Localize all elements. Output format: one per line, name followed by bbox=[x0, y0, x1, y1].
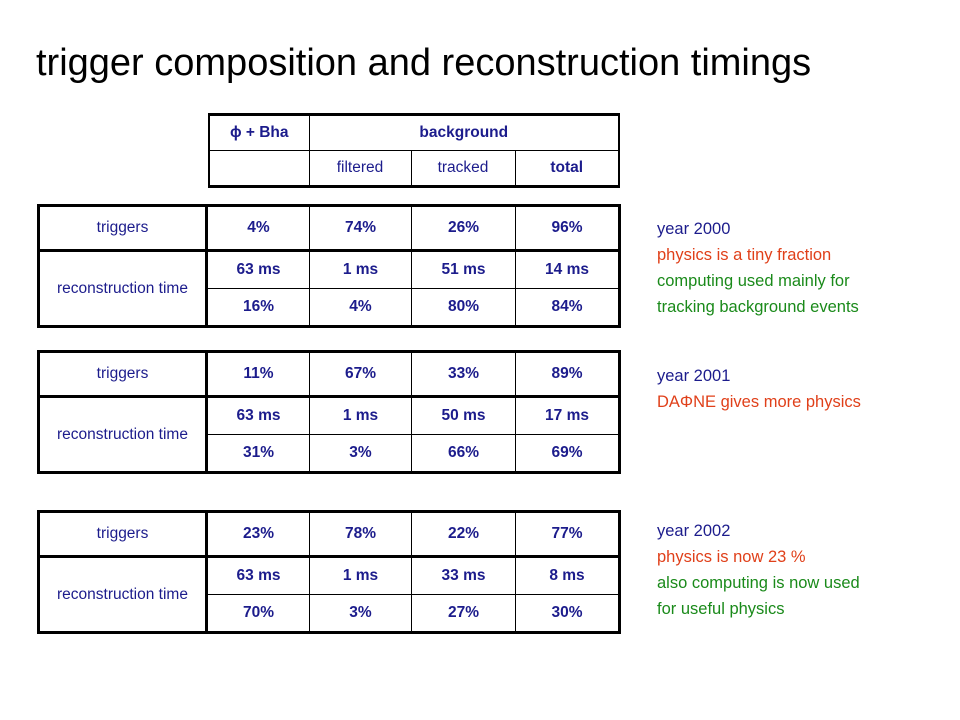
reco-time-value: 8 ms bbox=[515, 556, 620, 595]
reconstruction-label: reconstruction time bbox=[38, 250, 208, 327]
reco-time-value: 63 ms bbox=[206, 556, 310, 595]
note-year: year 2000 bbox=[657, 220, 731, 238]
reco-fraction-value: 16% bbox=[206, 288, 310, 327]
note-line: computing used mainly for bbox=[657, 272, 850, 290]
reco-time-value: 63 ms bbox=[206, 250, 310, 289]
header-filtered: filtered bbox=[308, 150, 412, 187]
triggers-label: triggers bbox=[38, 511, 208, 558]
reco-fraction-value: 66% bbox=[411, 434, 516, 473]
note-line: tracking background events bbox=[657, 298, 859, 316]
reconstruction-label: reconstruction time bbox=[38, 556, 208, 633]
header-tracked: tracked bbox=[410, 150, 516, 187]
trigger-value: 4% bbox=[206, 205, 310, 252]
header-empty-cell bbox=[208, 150, 310, 187]
trigger-value: 11% bbox=[206, 351, 310, 398]
triggers-label: triggers bbox=[38, 351, 208, 398]
trigger-value: 89% bbox=[515, 351, 620, 398]
reco-time-value: 50 ms bbox=[411, 396, 516, 435]
page-title: trigger composition and reconstruction t… bbox=[36, 42, 812, 84]
trigger-value: 78% bbox=[309, 511, 412, 558]
trigger-value: 22% bbox=[411, 511, 516, 558]
reco-time-value: 33 ms bbox=[411, 556, 516, 595]
note-year-2002: year 2002 physics is now 23 % also compu… bbox=[657, 518, 860, 622]
reco-time-value: 63 ms bbox=[206, 396, 310, 435]
header-total: total bbox=[514, 150, 620, 187]
reco-fraction-value: 3% bbox=[309, 434, 412, 473]
header-phi-bha: ϕ + Bha bbox=[208, 114, 310, 151]
reco-time-value: 51 ms bbox=[411, 250, 516, 289]
reco-time-value: 17 ms bbox=[515, 396, 620, 435]
reco-time-value: 14 ms bbox=[515, 250, 620, 289]
table-year-2001: triggers 11% 67% 33% 89% reconstruction … bbox=[37, 350, 621, 474]
note-year: year 2002 bbox=[657, 522, 731, 540]
reco-fraction-value: 80% bbox=[411, 288, 516, 327]
trigger-value: 77% bbox=[515, 511, 620, 558]
trigger-value: 96% bbox=[515, 205, 620, 252]
table-year-2000: triggers 4% 74% 26% 96% reconstruction t… bbox=[37, 204, 621, 328]
trigger-value: 67% bbox=[309, 351, 412, 398]
reconstruction-label: reconstruction time bbox=[38, 396, 208, 473]
trigger-value: 33% bbox=[411, 351, 516, 398]
reco-fraction-value: 84% bbox=[515, 288, 620, 327]
table-year-2002: triggers 23% 78% 22% 77% reconstruction … bbox=[37, 510, 621, 634]
reco-fraction-value: 69% bbox=[515, 434, 620, 473]
reco-fraction-value: 70% bbox=[206, 594, 310, 633]
note-year: year 2001 bbox=[657, 367, 731, 385]
trigger-value: 23% bbox=[206, 511, 310, 558]
reco-fraction-value: 31% bbox=[206, 434, 310, 473]
header-background: background bbox=[308, 114, 620, 151]
reco-fraction-value: 30% bbox=[515, 594, 620, 633]
reco-time-value: 1 ms bbox=[309, 250, 412, 289]
trigger-value: 26% bbox=[411, 205, 516, 252]
reco-fraction-value: 4% bbox=[309, 288, 412, 327]
note-year-2001: year 2001 DAΦNE gives more physics bbox=[657, 363, 861, 415]
note-line: also computing is now used bbox=[657, 574, 860, 592]
trigger-value: 74% bbox=[309, 205, 412, 252]
reco-time-value: 1 ms bbox=[309, 396, 412, 435]
note-line: physics is now 23 % bbox=[657, 548, 806, 566]
header-table: ϕ + Bha background filtered tracked tota… bbox=[208, 113, 620, 188]
triggers-label: triggers bbox=[38, 205, 208, 252]
reco-fraction-value: 27% bbox=[411, 594, 516, 633]
reco-time-value: 1 ms bbox=[309, 556, 412, 595]
reco-fraction-value: 3% bbox=[309, 594, 412, 633]
note-line: DAΦNE gives more physics bbox=[657, 393, 861, 411]
note-year-2000: year 2000 physics is a tiny fraction com… bbox=[657, 216, 859, 320]
note-line: for useful physics bbox=[657, 600, 785, 618]
note-line: physics is a tiny fraction bbox=[657, 246, 832, 264]
